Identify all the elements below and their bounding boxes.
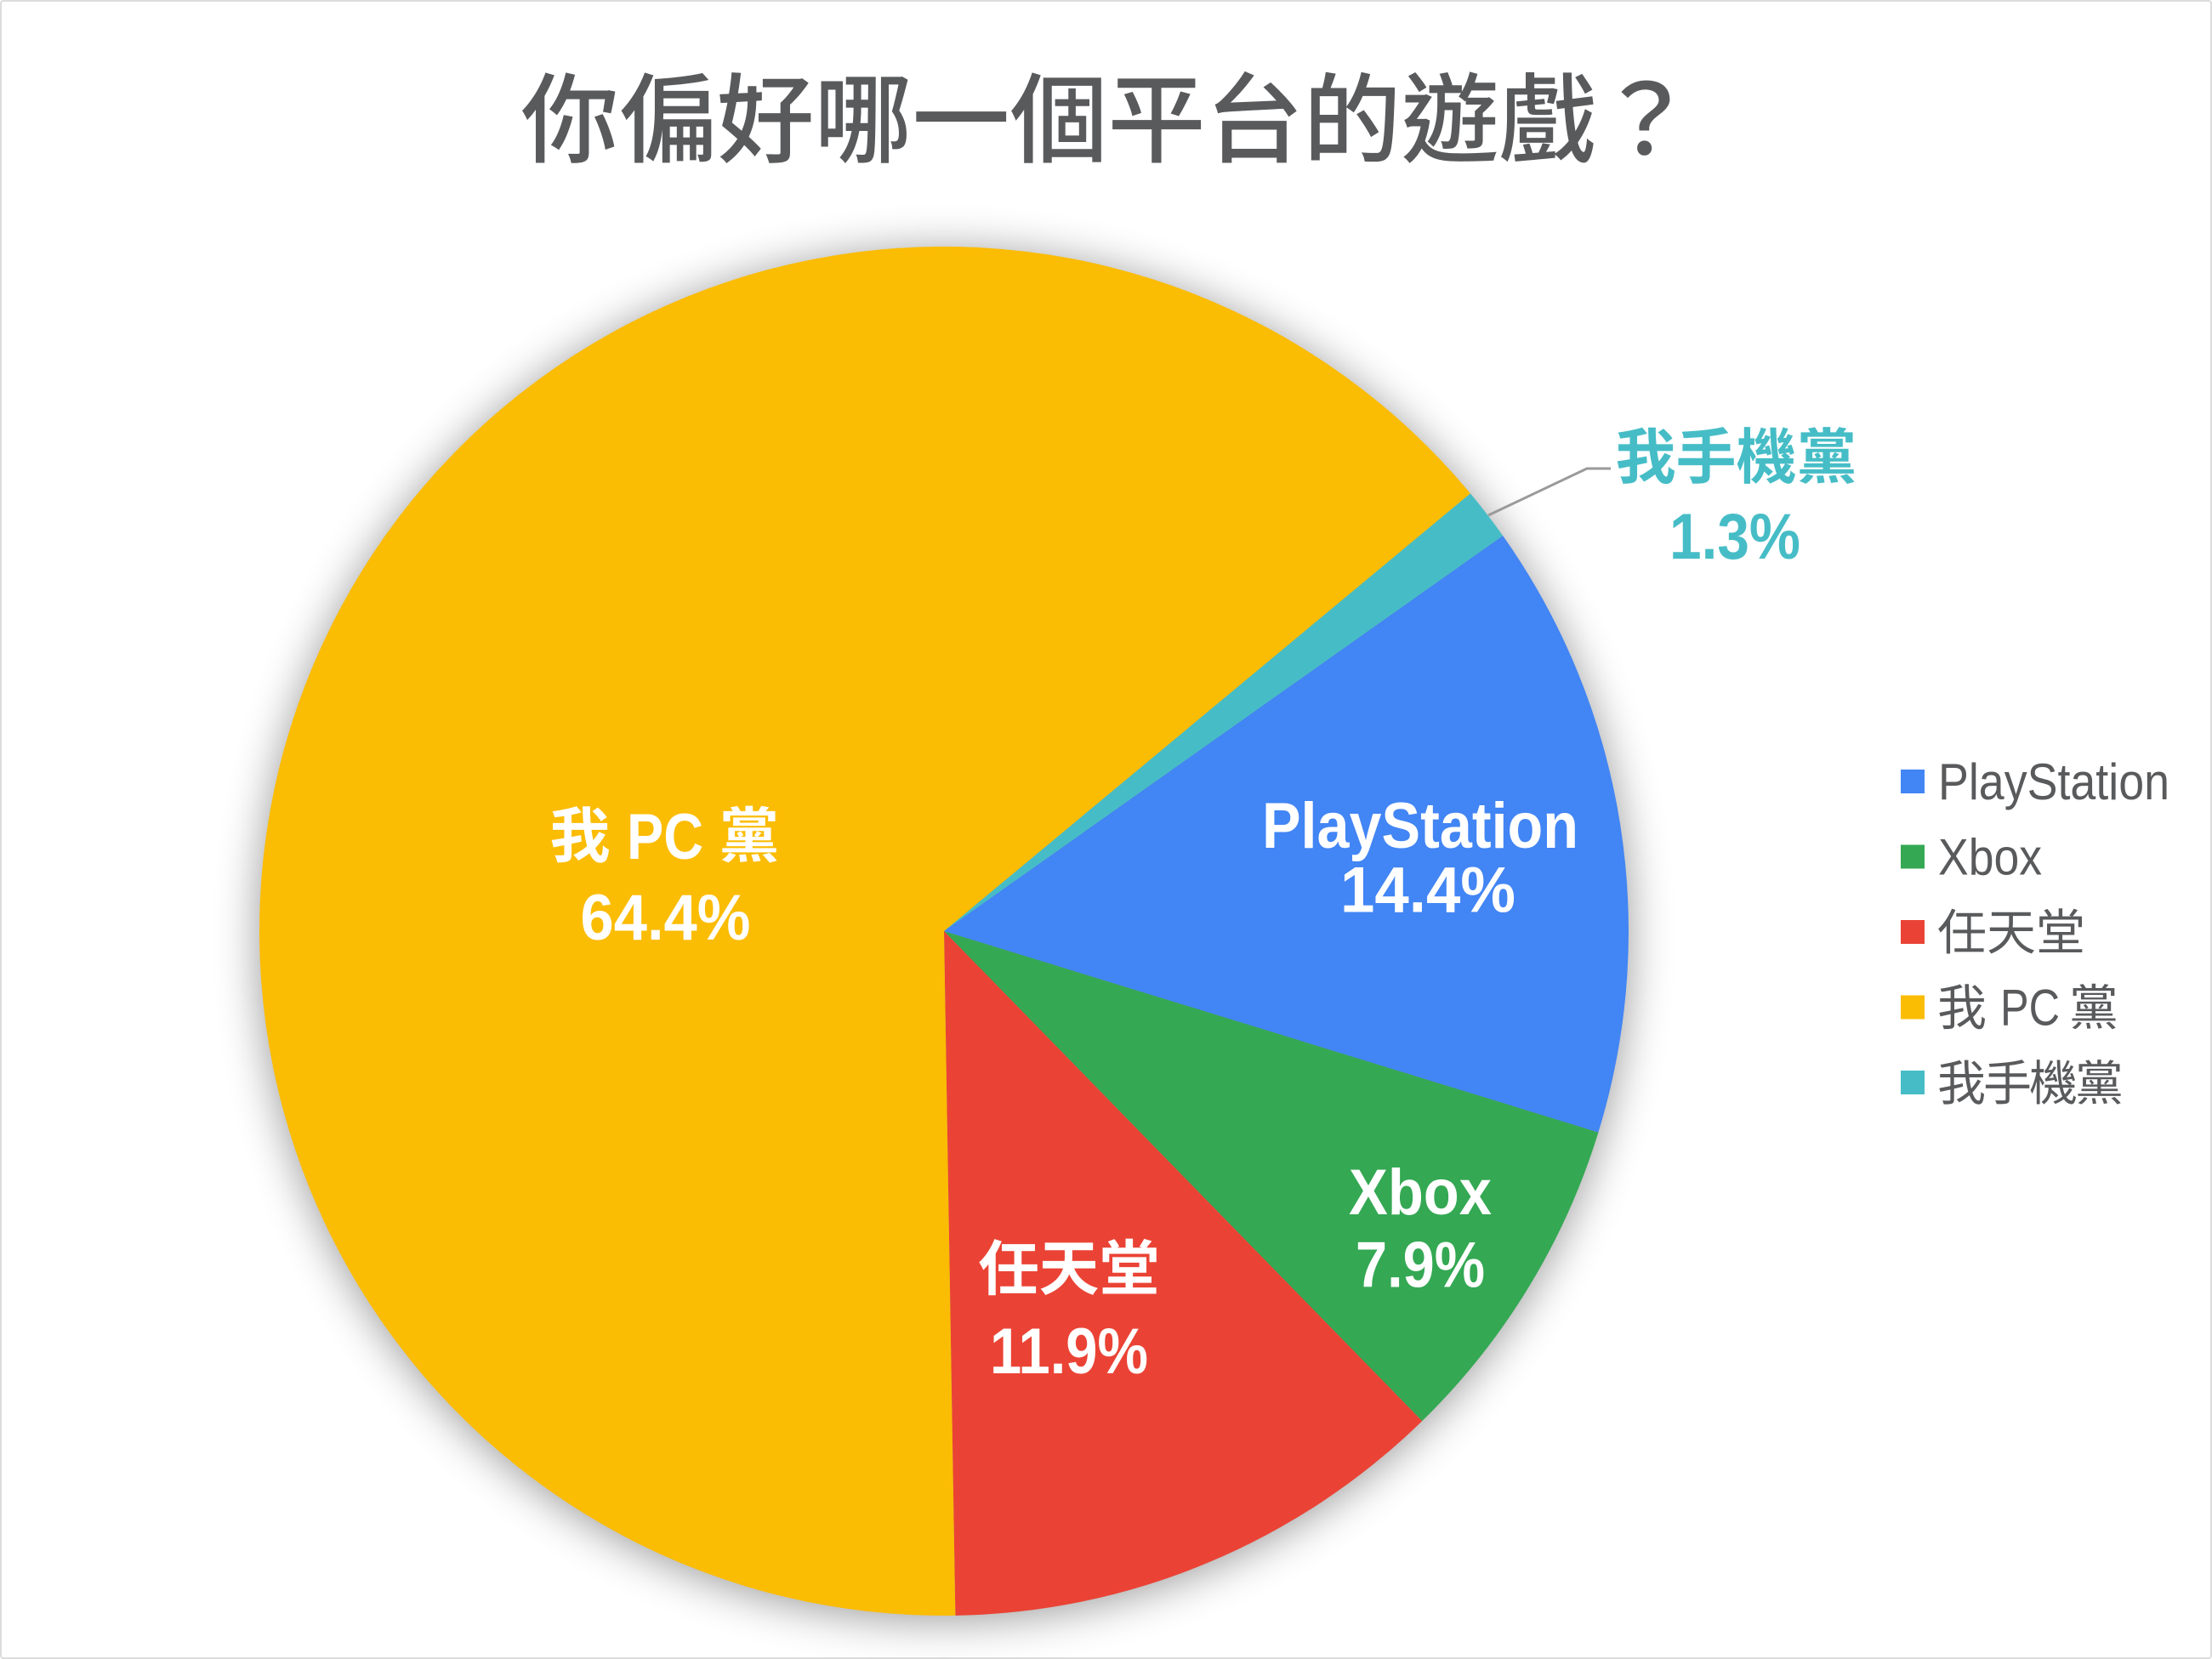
svg-text:7.9%: 7.9% [1356,1230,1485,1302]
svg-text:PlayStation: PlayStation [1938,753,2169,810]
svg-text:PC: PC [2000,980,2060,1037]
svg-text:Xbox: Xbox [1938,829,2042,886]
svg-text:11.9%: 11.9% [990,1315,1148,1388]
svg-text:1.3%: 1.3% [1669,501,1800,573]
svg-text:PC: PC [627,801,703,873]
svg-text:PlayStation: PlayStation [1262,790,1578,862]
svg-text:14.4%: 14.4% [1340,855,1515,927]
svg-text:64.4%: 64.4% [581,882,751,954]
svg-text:Xbox: Xbox [1349,1156,1492,1229]
